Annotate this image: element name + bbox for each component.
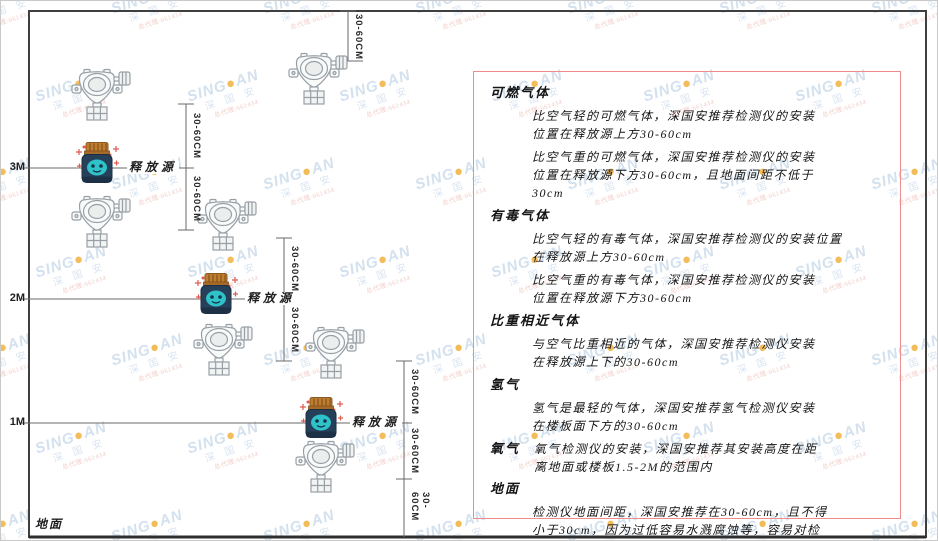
section-paragraph: 比空气轻的有毒气体，深国安推荐检测仪的安装位置 在释放源上方30-60cm — [532, 232, 843, 264]
guideline-section: 有毒气体比空气轻的有毒气体，深国安推荐检测仪的安装位置 在释放源上方30-60c… — [490, 207, 884, 307]
section-paragraph: 氢气是最轻的气体，深国安推荐氢气检测仪安装 在楼板面下方的30-60cm — [532, 401, 816, 433]
release-source-icon — [299, 396, 344, 439]
gas-detector-icon — [71, 68, 131, 121]
section-heading: 氢气 — [490, 377, 521, 392]
guideline-sections: 可燃气体比空气轻的可燃气体，深国安推荐检测仪的安装 位置在释放源上方30-60c… — [490, 84, 884, 540]
release-source-label: 释放源 — [127, 160, 180, 174]
guideline-inline-row: 氧气 氧气检测仪的安装，深国安推荐其安装高度在距 离地面或楼板1.5-2M的范围内 — [490, 440, 884, 476]
height-label-3m: 3M — [9, 161, 25, 173]
dimension-label: 30-60CM — [409, 427, 420, 475]
gas-detector-icon — [71, 195, 131, 248]
dimension-label: 30-60CM — [353, 13, 364, 61]
section-heading: 地面 — [490, 481, 521, 496]
dimension-label: 30-60CM — [191, 175, 202, 223]
section-paragraph: 比空气重的有毒气体，深国安推荐检测仪的安装 位置在释放源下方30-60cm — [532, 273, 816, 305]
ground-label: 地面 — [35, 517, 64, 531]
guideline-section: 地面 检测仪地面间距，深国安推荐在30-60cm，且不得 小于30cm，因为过低容… — [490, 480, 884, 540]
height-label-1m: 1M — [9, 416, 25, 428]
section-paragraph: 与空气比重相近的气体，深国安推荐检测仪安装 在释放源上下的30-60cm — [532, 337, 816, 369]
gas-detector-icon — [295, 440, 355, 493]
section-paragraph: 比空气轻的可燃气体，深国安推荐检测仪的安装 位置在释放源上方30-60cm — [532, 109, 816, 141]
gas-detector-icon — [197, 198, 257, 251]
dimension-label: 30-60CM — [191, 112, 202, 160]
room-outline — [28, 10, 927, 539]
section-heading: 有毒气体 — [490, 208, 551, 223]
gas-detector-icon — [288, 52, 348, 105]
dimension-label: 30-60CM — [289, 245, 300, 293]
guideline-panel: 可燃气体比空气轻的可燃气体，深国安推荐检测仪的安装 位置在释放源上方30-60c… — [473, 71, 901, 537]
gas-detector-icon — [305, 326, 365, 379]
dimension-label: 30-60CM — [289, 306, 300, 354]
release-source-icon — [75, 141, 120, 184]
guideline-section: 可燃气体比空气轻的可燃气体，深国安推荐检测仪的安装 位置在释放源上方30-60c… — [490, 84, 884, 202]
section-heading: 可燃气体 — [490, 85, 551, 100]
height-label-2m: 2M — [9, 292, 25, 304]
section-paragraph: 检测仪地面间距，深国安推荐在30-60cm，且不得 小于30cm，因为过低容易水… — [532, 505, 828, 537]
release-source-label: 释放源 — [245, 291, 298, 305]
section-heading: 氧气 — [490, 441, 521, 456]
section-paragraph: 氧气检测仪的安装，深国安推荐其安装高度在距 离地面或楼板1.5-2M的范围内 — [534, 442, 818, 474]
section-heading: 比重相近气体 — [490, 313, 581, 328]
release-source-label: 释放源 — [350, 415, 403, 429]
dimension-label: 30-60CM — [409, 492, 431, 522]
guideline-section: 氧气 氧气检测仪的安装，深国安推荐其安装高度在距 离地面或楼板1.5-2M的范围内 — [490, 440, 884, 476]
section-paragraph: 比空气重的可燃气体，深国安推荐检测仪的安装 位置在释放源下方30-60cm，且地… — [532, 150, 816, 200]
release-sources — [75, 141, 344, 439]
guideline-section: 比重相近气体与空气比重相近的气体，深国安推荐检测仪安装 在释放源上下的30-60… — [490, 312, 884, 371]
dimension-label: 30-60CM — [409, 368, 420, 416]
gas-detector-icon — [193, 323, 253, 376]
release-source-icon — [194, 272, 239, 315]
guideline-section: 氢气 氢气是最轻的气体，深国安推荐氢气检测仪安装 在楼板面下方的30-60cm — [490, 376, 884, 435]
